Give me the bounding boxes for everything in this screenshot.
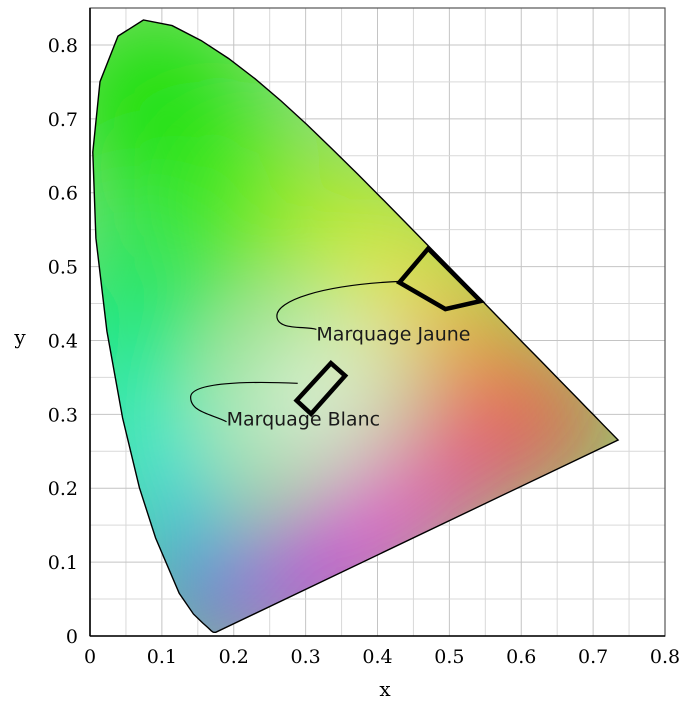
gamut-color-blob: [408, 403, 519, 514]
y-tick-label: 0.6: [48, 183, 78, 205]
annotation-leader-line: [276, 280, 401, 330]
x-axis-label: x: [379, 677, 391, 701]
y-axis-label: y: [13, 325, 26, 349]
annotations: Marquage Jaune Marquage Blanc: [190, 245, 486, 430]
region-marquage-blanc: [293, 360, 349, 418]
gamut-color-blob: [165, 573, 245, 633]
gamut-color-blob: [92, 233, 196, 374]
y-tick-label: 0.1: [48, 552, 78, 574]
gamut-color-blob: [229, 374, 310, 455]
y-tick-label: 0.4: [48, 330, 78, 352]
x-tick-label: 0.1: [147, 646, 177, 668]
y-tick-label: 0.3: [48, 404, 78, 426]
label-marquage-blanc: Marquage Blanc: [227, 408, 381, 430]
axes-frame: [89, 7, 666, 637]
gamut-color-blob: [519, 376, 610, 467]
region-marquage-jaune: [395, 245, 486, 312]
x-tick-label: 0.2: [219, 646, 249, 668]
x-tick-label: 0: [84, 646, 96, 668]
x-tick-label: 0.6: [506, 646, 536, 668]
x-tick-label: 0.5: [434, 646, 464, 668]
spectral-locus: [92, 19, 620, 633]
x-tick-label: 0.7: [578, 646, 608, 668]
gamut-color-blob: [260, 177, 351, 268]
tick-labels: 0 0.1 0.2 0.3 0.4 0.5 0.6 0.7 0.8 0 0.1 0.2 0.3 0.4 0.…: [48, 35, 680, 668]
y-tick-label: 0: [66, 626, 78, 648]
y-tick-label: 0.5: [48, 257, 78, 279]
y-tick-label: 0.7: [48, 109, 78, 131]
gamut-color-blob: [139, 112, 300, 273]
annotation-leader-line: [190, 381, 298, 423]
x-tick-label: 0.8: [650, 646, 680, 668]
y-tick-label: 0.8: [48, 35, 78, 57]
label-marquage-jaune: Marquage Jaune: [316, 323, 470, 345]
gamut-color-blob: [315, 315, 396, 396]
x-tick-label: 0.3: [291, 646, 321, 668]
x-tick-label: 0.4: [362, 646, 392, 668]
y-tick-label: 0.2: [48, 478, 78, 500]
